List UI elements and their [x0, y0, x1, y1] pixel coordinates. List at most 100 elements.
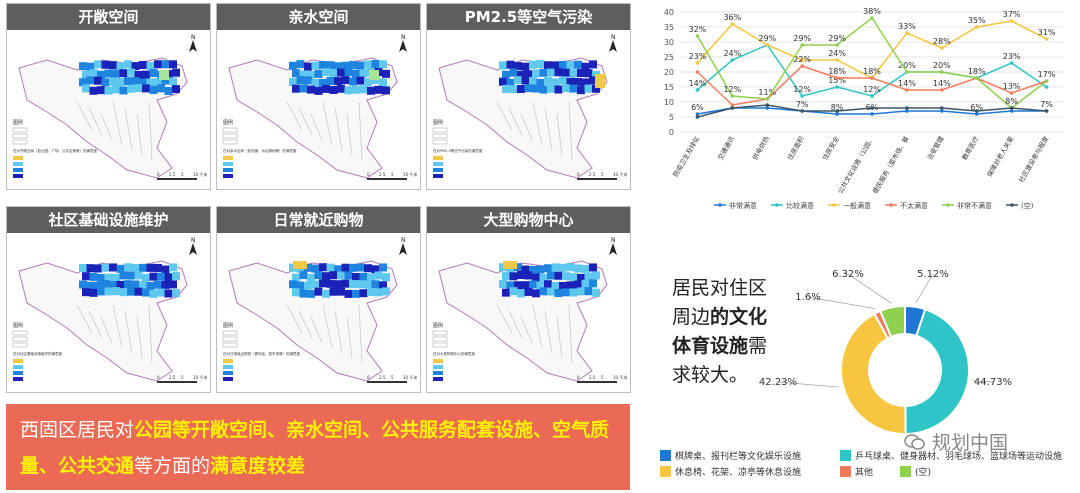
map-cell [131, 280, 140, 289]
data-point [835, 76, 839, 80]
y-tick-label: 30 [664, 38, 674, 47]
data-point [905, 88, 909, 92]
map-cell [86, 62, 95, 71]
map-cell [296, 281, 305, 290]
data-point [870, 76, 874, 80]
data-point [730, 103, 735, 107]
map-cell [164, 273, 173, 282]
legend-swatch [432, 330, 448, 336]
slice-label: 44.73% [974, 377, 1012, 388]
map-cell [296, 60, 305, 69]
map-cell [359, 85, 368, 94]
map-cell [304, 263, 312, 272]
map-cell [559, 281, 567, 290]
map-cell [499, 61, 507, 70]
map-cell [559, 76, 567, 85]
legend-swatch [13, 359, 23, 363]
data-point [835, 58, 839, 62]
legend-marker [946, 203, 950, 207]
map-cell [589, 76, 597, 85]
donut-legend-item: 其他 [840, 465, 873, 478]
map-cell [341, 263, 350, 272]
map-cell [142, 70, 150, 79]
data-label: 22% [793, 55, 811, 64]
x-tick-label: 住房面积 [785, 134, 806, 161]
map-cell [514, 263, 522, 272]
map-cell [539, 287, 548, 296]
map-cell [352, 69, 360, 78]
map-cell [326, 76, 335, 85]
legend-caption: 在对PM2.5等空气污染的满意度 [433, 148, 483, 153]
map-cell [112, 287, 120, 296]
map-cell [314, 287, 323, 296]
map-cell [86, 264, 95, 273]
map-cell [79, 263, 87, 272]
map-cell [551, 263, 560, 272]
map-cell [584, 69, 593, 78]
map-cell [161, 280, 170, 289]
map-cell [86, 281, 95, 290]
legend-swatch [432, 336, 448, 342]
map-cell [524, 287, 533, 296]
legend-marker [1010, 203, 1014, 207]
map-cell [172, 85, 180, 94]
data-point [974, 25, 979, 29]
donut-text-bold: 体育设施 [672, 335, 749, 357]
map-cell [364, 264, 372, 273]
donut-text-line: 周边的文化 [672, 303, 792, 332]
map-cell [116, 280, 125, 289]
map-cell [551, 281, 560, 290]
map-cell [154, 78, 162, 87]
map-cell [514, 76, 522, 85]
map-cell [544, 77, 552, 86]
legend-swatch [13, 168, 23, 172]
map-cell [134, 287, 143, 296]
legend-label: 非常不满意 [957, 201, 992, 210]
map-cell [536, 265, 545, 274]
map-cell [82, 70, 90, 79]
boundary-line [508, 310, 523, 339]
legend-caption: 在对亲水空间（如河道、水边绿地等）的满意度 [223, 148, 297, 153]
map-cell [589, 60, 597, 69]
map-cell [139, 281, 147, 290]
donut-legend-item: 休息椅、花架、凉亭等休息设施 [660, 465, 801, 478]
legend-swatch [433, 162, 443, 166]
scale-label: 10 千米 [193, 374, 207, 380]
legend-swatch [222, 127, 238, 133]
map-cell [139, 78, 147, 87]
boundary-line [496, 101, 513, 131]
north-arrow-icon [189, 40, 197, 52]
legend-swatch [222, 139, 238, 145]
boundary-line [112, 101, 123, 146]
donut-legend-item: 棋牌桌、报刊栏等文化娱乐设施 [660, 449, 801, 462]
legend-marker [832, 203, 836, 207]
map-cell [116, 78, 125, 87]
data-label: 24% [828, 49, 846, 58]
map-cell [142, 273, 150, 282]
map-cell [94, 60, 102, 69]
map-cell [506, 78, 515, 87]
data-point [1044, 85, 1049, 89]
map-cell [127, 68, 135, 77]
slice-label: 5.12% [917, 269, 949, 280]
map-cell [289, 77, 297, 86]
data-point [905, 31, 909, 35]
map-cell [292, 84, 300, 93]
map-cell [172, 68, 180, 77]
map-body: N 图例 在对开敞空间（如公园、广场、公共空地等）的满意度 0 2.5 5 10 千米 [7, 30, 210, 189]
map-cell [592, 84, 600, 93]
map-cell [134, 70, 143, 79]
data-point [1009, 91, 1014, 95]
map-cell [562, 288, 570, 297]
data-label: 14% [689, 79, 707, 88]
map-cell [169, 60, 177, 69]
map-cell [344, 271, 353, 280]
scale-bar [577, 178, 617, 180]
map-cell [311, 61, 320, 70]
legend-swatch [223, 168, 233, 172]
data-label: 18% [828, 67, 846, 76]
x-tick-label: 供电供热 [750, 134, 771, 161]
map-title: 亲水空间 [217, 4, 420, 30]
map-cell [304, 62, 312, 71]
map-cell [517, 271, 525, 280]
